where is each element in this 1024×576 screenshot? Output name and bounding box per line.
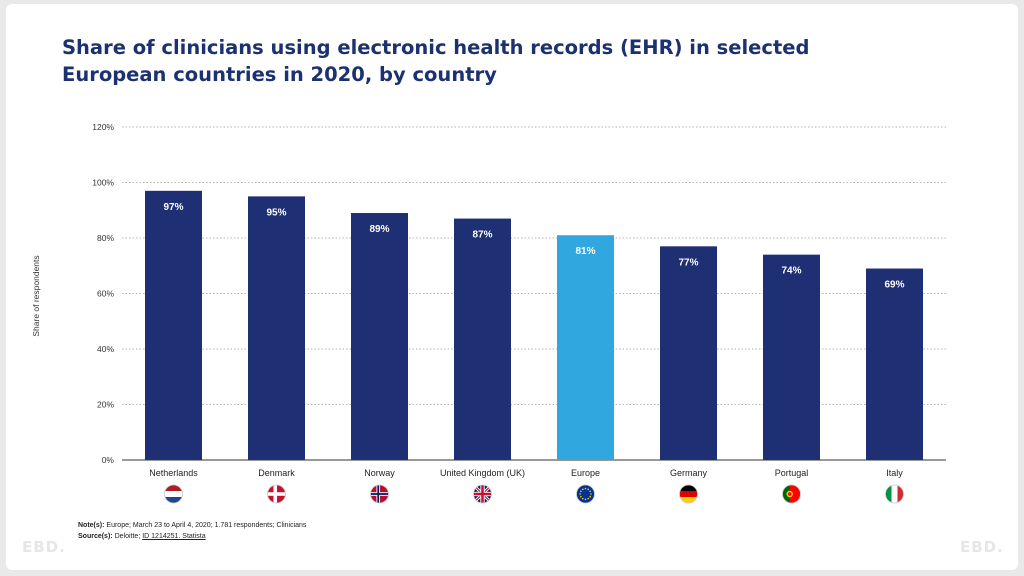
watermark-left: EBD. (22, 538, 66, 556)
bar-united-kingdom-uk (454, 218, 511, 460)
notes: Note(s): Europe; March 23 to April 4, 20… (78, 520, 306, 542)
y-tick-label: 100% (92, 178, 114, 188)
y-tick-label: 40% (97, 344, 114, 354)
x-tick-label: Germany (670, 468, 708, 478)
bar-netherlands (145, 190, 202, 460)
bar-europe (557, 235, 614, 460)
x-tick-label: United Kingdom (UK) (440, 468, 525, 478)
x-tick-label: Portugal (775, 468, 809, 478)
y-tick-label: 80% (97, 233, 114, 243)
netherlands-flag-icon (164, 484, 183, 504)
x-tick-label: Norway (364, 468, 395, 478)
source-text: Deloitte; (114, 533, 141, 540)
data-label: 81% (575, 246, 595, 257)
italy-flag-icon (885, 484, 904, 504)
chart-title: Share of clinicians using electronic hea… (62, 36, 810, 86)
norway-flag-icon (370, 484, 389, 504)
y-tick-label: 0% (102, 455, 115, 465)
uk-flag-icon (473, 484, 492, 504)
data-label: 69% (884, 280, 904, 291)
y-tick-label: 20% (97, 400, 114, 410)
data-label: 77% (678, 257, 698, 268)
note-line: Note(s): Europe; March 23 to April 4, 20… (78, 520, 306, 531)
data-label: 89% (369, 224, 389, 235)
y-tick-label: 60% (97, 289, 114, 299)
eu-flag-icon (576, 484, 595, 504)
x-tick-label: Europe (571, 468, 600, 478)
portugal-flag-icon (782, 484, 801, 504)
bar-portugal (763, 254, 820, 460)
germany-flag-icon (679, 484, 698, 504)
data-label: 97% (163, 202, 183, 213)
data-label: 87% (472, 230, 492, 241)
bar-norway (351, 213, 408, 460)
y-tick-label: 120% (92, 122, 114, 132)
note-label: Note(s): (78, 522, 105, 529)
note-text: Europe; March 23 to April 4, 2020; 1.781… (106, 522, 307, 529)
data-label: 74% (781, 266, 801, 277)
data-label: 95% (266, 207, 286, 218)
bar-germany (660, 246, 717, 460)
bar-denmark (248, 196, 305, 460)
bar-italy (866, 268, 923, 460)
x-tick-label: Italy (886, 468, 903, 478)
source-link[interactable]: ID 1214251. Statista (142, 533, 206, 540)
source-line: Source(s): Deloitte; ID 1214251. Statist… (78, 531, 306, 542)
watermark-right: EBD. (960, 538, 1004, 556)
x-tick-label: Netherlands (149, 468, 198, 478)
denmark-flag-icon (267, 484, 286, 504)
x-tick-label: Denmark (258, 468, 295, 478)
source-label: Source(s): (78, 533, 113, 540)
